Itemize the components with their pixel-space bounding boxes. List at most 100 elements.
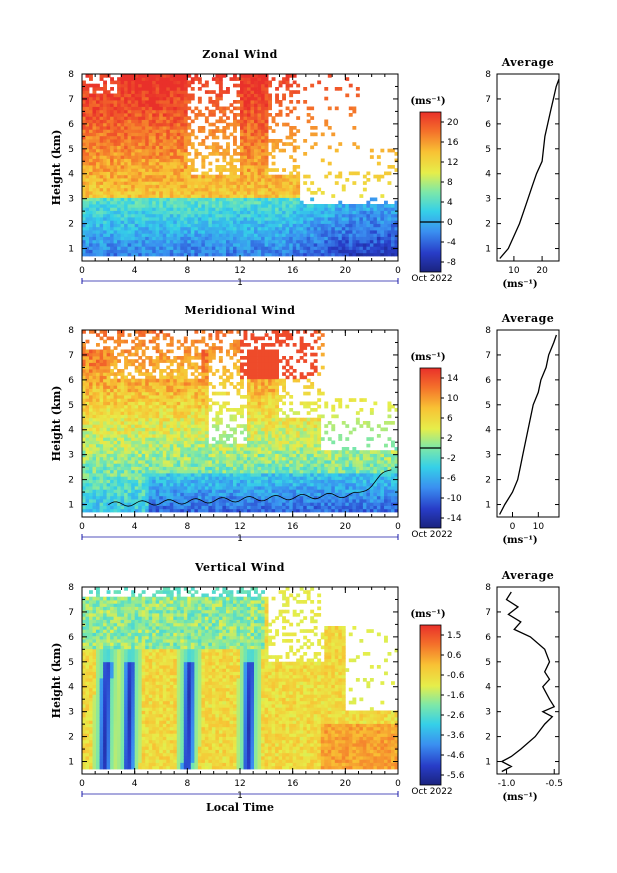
- heatmap-cell: [131, 116, 136, 120]
- heatmap-cell: [391, 230, 395, 234]
- heatmap-cell: [359, 226, 364, 231]
- heatmap-cell: [254, 178, 258, 182]
- heatmap-cell: [292, 181, 297, 185]
- heatmap-cell: [211, 135, 216, 140]
- heatmap-cell: [384, 217, 388, 221]
- heatmap-cell: [176, 132, 181, 137]
- heatmap-cell: [391, 210, 395, 215]
- heatmap-cell: [162, 391, 167, 396]
- heatmap-cell: [134, 158, 139, 163]
- heatmap-cell: [180, 204, 185, 208]
- heatmap-cell: [243, 226, 248, 231]
- heatmap-cell: [89, 246, 93, 250]
- heatmap-cell: [324, 223, 329, 228]
- heatmap-cell: [218, 213, 223, 218]
- heatmap-cell: [166, 476, 171, 480]
- heatmap-cell: [268, 96, 272, 101]
- heatmap-cell: [264, 233, 269, 237]
- heatmap-cell: [173, 80, 178, 85]
- heatmap-cell: [106, 239, 111, 244]
- heatmap-cell: [155, 508, 160, 513]
- heatmap-cell: [327, 161, 332, 166]
- heatmap-cell: [92, 135, 97, 140]
- heatmap-cell: [218, 93, 223, 98]
- heatmap-cell: [127, 411, 132, 415]
- heatmap-cell: [138, 100, 143, 104]
- heatmap-cell: [152, 411, 157, 415]
- heatmap-cell: [166, 489, 171, 493]
- heatmap-cell: [268, 239, 272, 244]
- heatmap-cell: [247, 161, 251, 166]
- heatmap-cell: [148, 505, 153, 510]
- heatmap-cell: [373, 217, 378, 221]
- heatmap-cell: [208, 113, 213, 117]
- heatmap-cell: [117, 77, 121, 81]
- heatmap-cell: [285, 194, 290, 198]
- heatmap-cell: [155, 217, 160, 221]
- heatmap-cell: [110, 119, 114, 124]
- heatmap-cell: [296, 243, 301, 247]
- heatmap-cell: [103, 126, 107, 130]
- heatmap-cell: [148, 220, 153, 224]
- heatmap-cell: [320, 213, 325, 218]
- heatmap-cell: [145, 217, 150, 221]
- heatmap-cell: [285, 191, 290, 195]
- heatmap-cell: [208, 90, 213, 94]
- heatmap-cell: [113, 499, 118, 503]
- heatmap-cell: [352, 243, 357, 247]
- heatmap-cell: [85, 158, 90, 163]
- heatmap-cell: [261, 220, 265, 224]
- heatmap-cell: [113, 437, 118, 441]
- heatmap-cell: [261, 213, 265, 218]
- heatmap-cell: [117, 243, 121, 247]
- heatmap-cell: [226, 217, 230, 221]
- heatmap-cell: [85, 181, 90, 185]
- heatmap-cell: [211, 197, 216, 202]
- heatmap-cell: [215, 191, 220, 195]
- heatmap-cell: [211, 243, 216, 247]
- heatmap-cell: [89, 132, 93, 137]
- heatmap-cell: [317, 239, 322, 244]
- heatmap-cell: [85, 109, 90, 114]
- heatmap-cell: [85, 440, 90, 445]
- heatmap-cell: [162, 450, 167, 454]
- heatmap-cell: [124, 411, 128, 415]
- heatmap-cell: [110, 129, 114, 133]
- heatmap-cell: [169, 158, 174, 163]
- heatmap-cell: [197, 113, 202, 117]
- heatmap-cell: [183, 184, 188, 189]
- heatmap-cell: [134, 486, 139, 490]
- heatmap-cell: [215, 135, 220, 140]
- heatmap-cell: [289, 142, 294, 146]
- heatmap-cell: [327, 249, 332, 254]
- heatmap-cell: [110, 362, 114, 367]
- heatmap-cell: [103, 492, 107, 497]
- heatmap-cell: [268, 93, 272, 98]
- heatmap-cell: [145, 204, 150, 208]
- heatmap-cell: [331, 243, 336, 247]
- heatmap-cell: [180, 145, 185, 150]
- heatmap-cell: [215, 239, 220, 244]
- heatmap-cell: [176, 100, 181, 104]
- heatmap-cell: [99, 492, 104, 497]
- heatmap-cell: [376, 236, 381, 241]
- heatmap-cell: [373, 207, 378, 211]
- heatmap-cell: [138, 96, 143, 101]
- heatmap-cell: [134, 197, 139, 202]
- heatmap-cell: [271, 77, 276, 81]
- heatmap-cell: [310, 145, 315, 150]
- heatmap-cell: [250, 243, 255, 247]
- heatmap-cell: [211, 249, 216, 254]
- heatmap-cell: [148, 391, 153, 396]
- heatmap-cell: [131, 168, 136, 172]
- heatmap-cell: [162, 492, 167, 497]
- heatmap-cell: [103, 476, 107, 480]
- heatmap-cell: [141, 113, 146, 117]
- heatmap-cell: [176, 220, 181, 224]
- heatmap-cell: [250, 181, 255, 185]
- heatmap-cell: [162, 106, 167, 111]
- heatmap-cell: [201, 230, 206, 234]
- heatmap-cell: [190, 233, 195, 237]
- heatmap-cell: [264, 252, 269, 257]
- heatmap-cell: [215, 204, 220, 208]
